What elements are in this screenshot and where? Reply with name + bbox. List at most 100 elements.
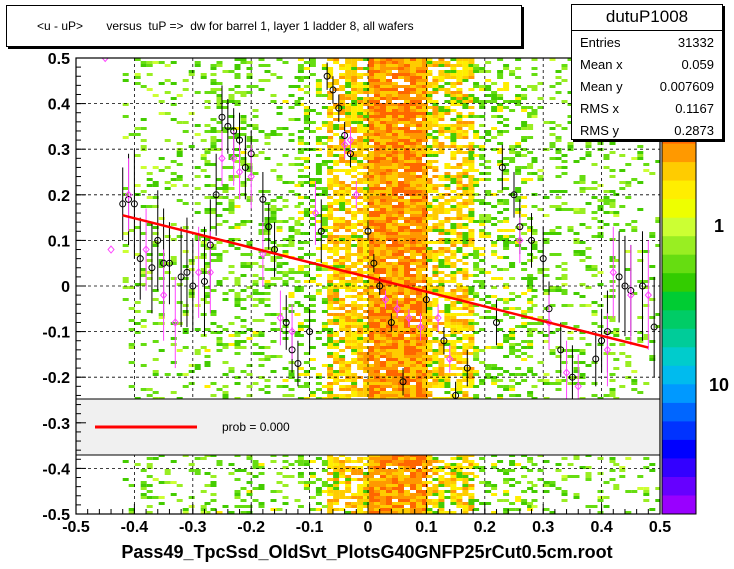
data-point xyxy=(364,227,372,235)
colorbar-segment xyxy=(662,162,696,182)
data-point xyxy=(317,227,325,235)
colorbar-segment xyxy=(662,291,696,311)
data-point xyxy=(346,150,354,158)
data-point xyxy=(335,104,343,112)
data-point xyxy=(218,113,226,121)
data-point xyxy=(463,364,471,372)
data-point-alt xyxy=(434,313,442,323)
data-point xyxy=(189,282,197,290)
data-point xyxy=(516,223,524,231)
data-point xyxy=(200,277,208,285)
data-point xyxy=(528,236,536,244)
data-point xyxy=(440,337,448,345)
data-point xyxy=(592,355,600,363)
data-point-alt xyxy=(393,304,401,314)
data-point xyxy=(638,282,646,290)
data-point xyxy=(177,273,185,281)
data-point xyxy=(510,191,518,199)
data-point xyxy=(627,287,635,295)
data-point xyxy=(376,282,384,290)
colorbar-segment xyxy=(662,347,696,367)
y-tick-label: 0.3 xyxy=(48,142,70,159)
colorbar-segment xyxy=(662,180,696,200)
data-point xyxy=(422,296,430,304)
data-point xyxy=(288,346,296,354)
data-point-alt xyxy=(206,268,214,277)
data-point xyxy=(615,273,623,281)
colorbar-label: 1 xyxy=(714,216,724,236)
colorbar-segment xyxy=(662,495,696,515)
colorbar-label: 10 xyxy=(709,375,729,395)
data-point xyxy=(154,236,162,244)
x-tick-label: 0.1 xyxy=(415,519,437,536)
colorbar-segment xyxy=(662,477,696,496)
data-point xyxy=(492,318,500,326)
data-point xyxy=(119,200,127,208)
title-box: <u - uP> versus tuP => dw for barrel 1, … xyxy=(6,5,522,47)
data-point xyxy=(539,255,547,263)
data-point-alt xyxy=(446,354,454,364)
data-point-alt xyxy=(574,382,582,391)
y-tick-label: -0.5 xyxy=(42,507,70,524)
colorbar-segment xyxy=(662,199,696,219)
data-point xyxy=(598,337,606,345)
data-point-alt xyxy=(235,167,244,177)
colorbar-segment xyxy=(662,458,696,478)
data-point-alt xyxy=(247,172,255,181)
stats-title: dutuP1008 xyxy=(605,7,689,26)
y-tick-label: 0.5 xyxy=(48,51,70,68)
profile-markers xyxy=(101,58,658,399)
data-point-alt xyxy=(311,208,320,218)
data-point xyxy=(557,346,565,354)
legend-label: prob = 0.000 xyxy=(222,420,290,434)
data-point-alt xyxy=(603,345,612,355)
y-tick-label: -0.2 xyxy=(42,370,70,387)
data-point xyxy=(341,132,349,140)
colorbar-segment xyxy=(662,365,696,385)
data-point-alt xyxy=(259,249,267,259)
data-point xyxy=(306,328,314,336)
data-point xyxy=(329,86,337,94)
data-point xyxy=(370,259,378,267)
x-tick-label: 0.5 xyxy=(649,519,671,536)
colorbar-segment xyxy=(662,310,696,330)
data-point xyxy=(568,373,576,381)
y-tick-label: 0.1 xyxy=(48,233,70,250)
data-point xyxy=(148,264,156,272)
y-tick-label: -0.1 xyxy=(42,325,70,342)
data-point xyxy=(136,255,144,263)
legend-box: prob = 0.000 xyxy=(75,398,661,456)
colorbar-segment xyxy=(662,384,696,404)
data-point-alt xyxy=(352,190,360,200)
data-point-alt xyxy=(194,268,203,277)
data-point xyxy=(399,378,407,386)
data-point-alt xyxy=(101,58,109,63)
data-point xyxy=(282,318,290,326)
data-point xyxy=(650,323,658,331)
colorbar-segment xyxy=(662,254,696,274)
data-point xyxy=(294,360,302,368)
fit-line xyxy=(122,214,649,349)
data-point-alt xyxy=(124,190,133,200)
x-tick-label: 0.2 xyxy=(474,519,496,536)
x-tick-label: 0.3 xyxy=(532,519,554,536)
data-point xyxy=(230,127,238,135)
data-point-alt xyxy=(562,368,571,377)
x-tick-label: -0.5 xyxy=(62,519,90,536)
data-point-alt xyxy=(405,313,413,323)
colorbar-segment xyxy=(662,402,696,422)
data-point-alt xyxy=(416,322,425,332)
data-point xyxy=(621,282,629,290)
x-tick-label: -0.3 xyxy=(179,519,207,536)
density-map xyxy=(122,58,660,514)
y-tick-label: -0.3 xyxy=(42,416,70,433)
colorbar: 0110 xyxy=(661,66,729,515)
data-point-alt xyxy=(171,318,179,327)
colorbar-segment xyxy=(662,328,696,348)
x-axis-label: Pass49_TpcSsd_OldSvt_PlotsG40GNFP25rCut0… xyxy=(121,542,613,562)
data-point-alt xyxy=(340,140,349,149)
y-tick-label: 0.2 xyxy=(48,188,70,205)
y-axis: -0.5 -0.4 -0.3 -0.2 -0.1 0 0.1 0.2 0.3 0.4 0.5 xyxy=(42,51,86,524)
data-point xyxy=(323,72,331,80)
